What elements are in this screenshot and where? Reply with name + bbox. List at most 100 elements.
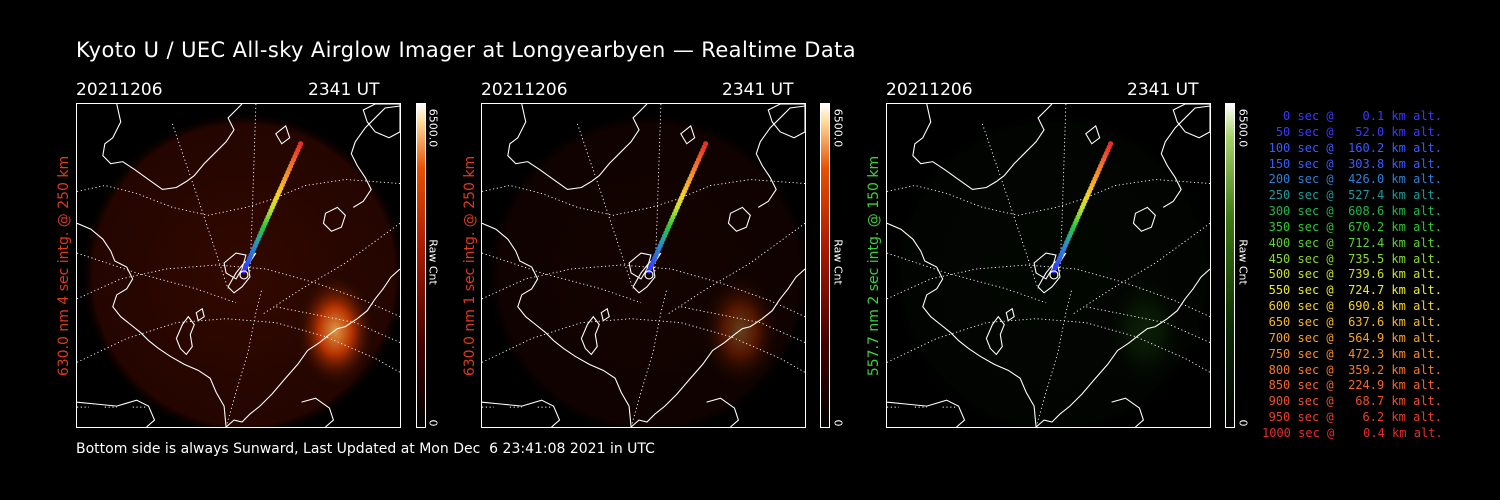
coastline (225, 268, 400, 427)
legend-row: 250 sec @ 527.4 km alt. (1268, 188, 1442, 203)
panel-3-colorbar-max: 6500.0 (1236, 108, 1250, 148)
grid-line (654, 104, 662, 273)
legend-row: 600 sec @ 690.8 km alt. (1268, 299, 1442, 314)
coastline (175, 315, 195, 356)
footer-note: Bottom side is always Sunward, Last Upda… (76, 441, 655, 457)
coastline (706, 397, 740, 427)
coastline (1132, 206, 1156, 232)
coastline (887, 222, 1037, 427)
coastline (600, 307, 610, 322)
panel-3-colorbar-min: 0 (1236, 419, 1250, 427)
coastline (580, 315, 600, 356)
legend-row: 50 sec @ 52.0 km alt. (1275, 124, 1442, 139)
panel-2-colorbar-min: 0 (831, 419, 845, 427)
coastline (887, 399, 966, 427)
legend-row: 500 sec @ 739.6 km alt. (1268, 267, 1442, 282)
coastline (1005, 307, 1015, 322)
legend-row: 150 sec @ 303.8 km alt. (1268, 156, 1442, 171)
coastline (301, 397, 335, 427)
trajectory-point (298, 141, 304, 147)
grid-line (887, 318, 1210, 373)
legend-row: 750 sec @ 472.3 km alt. (1268, 346, 1442, 361)
panel-1-ylabel: 630.0 nm 4 sec intg. @ 250 km (56, 155, 72, 377)
coastline (912, 104, 1053, 191)
legend-row: 850 sec @ 224.9 km alt. (1268, 378, 1442, 393)
coastline (628, 252, 652, 280)
legend-row: 200 sec @ 426.0 km alt. (1268, 172, 1442, 187)
coastline (680, 124, 696, 145)
legend-row: 100 sec @ 160.2 km alt. (1268, 140, 1442, 155)
panel-3-colorbar (1225, 103, 1235, 428)
grid-line (482, 179, 805, 216)
legend-row: 650 sec @ 637.6 km alt. (1268, 314, 1442, 329)
coastline (362, 104, 400, 139)
legend-row: 0 sec @ 0.1 km alt. (1283, 109, 1442, 123)
grid-line (981, 123, 1039, 289)
coastline (1085, 124, 1101, 145)
grid-line (171, 123, 229, 289)
grid-line (249, 104, 257, 273)
coastline (1033, 252, 1057, 280)
trajectory-legend: 0 sec @ 0.1 km alt. 50 sec @ 52.0 km alt.… (1262, 109, 1443, 442)
grid-line (1059, 104, 1067, 273)
coastline (195, 307, 205, 322)
coastline (275, 124, 291, 145)
legend-row: 800 sec @ 359.2 km alt. (1268, 362, 1442, 377)
panel-1-image (76, 103, 401, 428)
coastline (755, 105, 805, 208)
panel-3-time: 2341 UT (1127, 80, 1199, 100)
panel-2-colorbar-max: 6500.0 (831, 108, 845, 148)
coastline (482, 399, 561, 427)
grid-line (77, 318, 400, 373)
panel-3-image (886, 103, 1211, 428)
coastline (507, 104, 648, 191)
panel-2-ylabel: 630.0 nm 1 sec intg. @ 250 km (462, 155, 478, 377)
coastline (77, 399, 156, 427)
coastline (322, 206, 346, 232)
legend-row: 1000 sec @ 0.4 km alt. (1262, 425, 1443, 440)
coastline (727, 206, 751, 232)
coastline (482, 222, 632, 427)
panel-3-colorbar-unit: Raw Cnt (1236, 239, 1250, 285)
grid-line (77, 179, 400, 216)
coastline (1160, 105, 1210, 208)
coastline (630, 268, 805, 427)
panel-1-colorbar-min: 0 (426, 419, 440, 427)
coastline (223, 252, 247, 280)
grid-line (887, 179, 1210, 216)
legend-row: 950 sec @ 6.2 km alt. (1268, 410, 1442, 425)
coastline (985, 315, 1005, 356)
coastline (102, 104, 243, 191)
legend-row: 700 sec @ 564.9 km alt. (1268, 330, 1442, 345)
panel-1-date: 20211206 (76, 80, 163, 100)
legend-row: 450 sec @ 735.5 km alt. (1268, 251, 1442, 266)
coastline (1111, 397, 1145, 427)
panel-2-image (481, 103, 806, 428)
trajectory-point (1108, 141, 1114, 147)
panel-1-colorbar-max: 6500.0 (426, 108, 440, 148)
coastline (1172, 104, 1210, 139)
coastline (77, 222, 227, 427)
legend-row: 900 sec @ 68.7 km alt. (1268, 394, 1442, 409)
station-marker (1049, 270, 1059, 280)
panel-2-colorbar (820, 103, 830, 428)
grid-line (482, 318, 805, 373)
panel-1-time: 2341 UT (308, 80, 380, 100)
legend-row: 350 sec @ 670.2 km alt. (1268, 219, 1442, 234)
grid-line (576, 123, 634, 289)
panel-3-ylabel: 557.7 nm 2 sec intg. @ 150 km (866, 155, 882, 377)
station-marker (644, 270, 654, 280)
trajectory-point (703, 141, 709, 147)
legend-row: 550 sec @ 724.7 km alt. (1268, 283, 1442, 298)
legend-row: 400 sec @ 712.4 km alt. (1268, 235, 1442, 250)
coastline (350, 105, 400, 208)
panel-1-colorbar-unit: Raw Cnt (426, 239, 440, 285)
panel-2-colorbar-unit: Raw Cnt (831, 239, 845, 285)
panel-1-colorbar (416, 103, 426, 428)
panel-3-date: 20211206 (886, 80, 973, 100)
panel-2-date: 20211206 (481, 80, 568, 100)
station-marker (239, 270, 249, 280)
legend-row: 300 sec @ 608.6 km alt. (1268, 204, 1442, 219)
coastline (767, 104, 805, 139)
panel-2-time: 2341 UT (722, 80, 794, 100)
